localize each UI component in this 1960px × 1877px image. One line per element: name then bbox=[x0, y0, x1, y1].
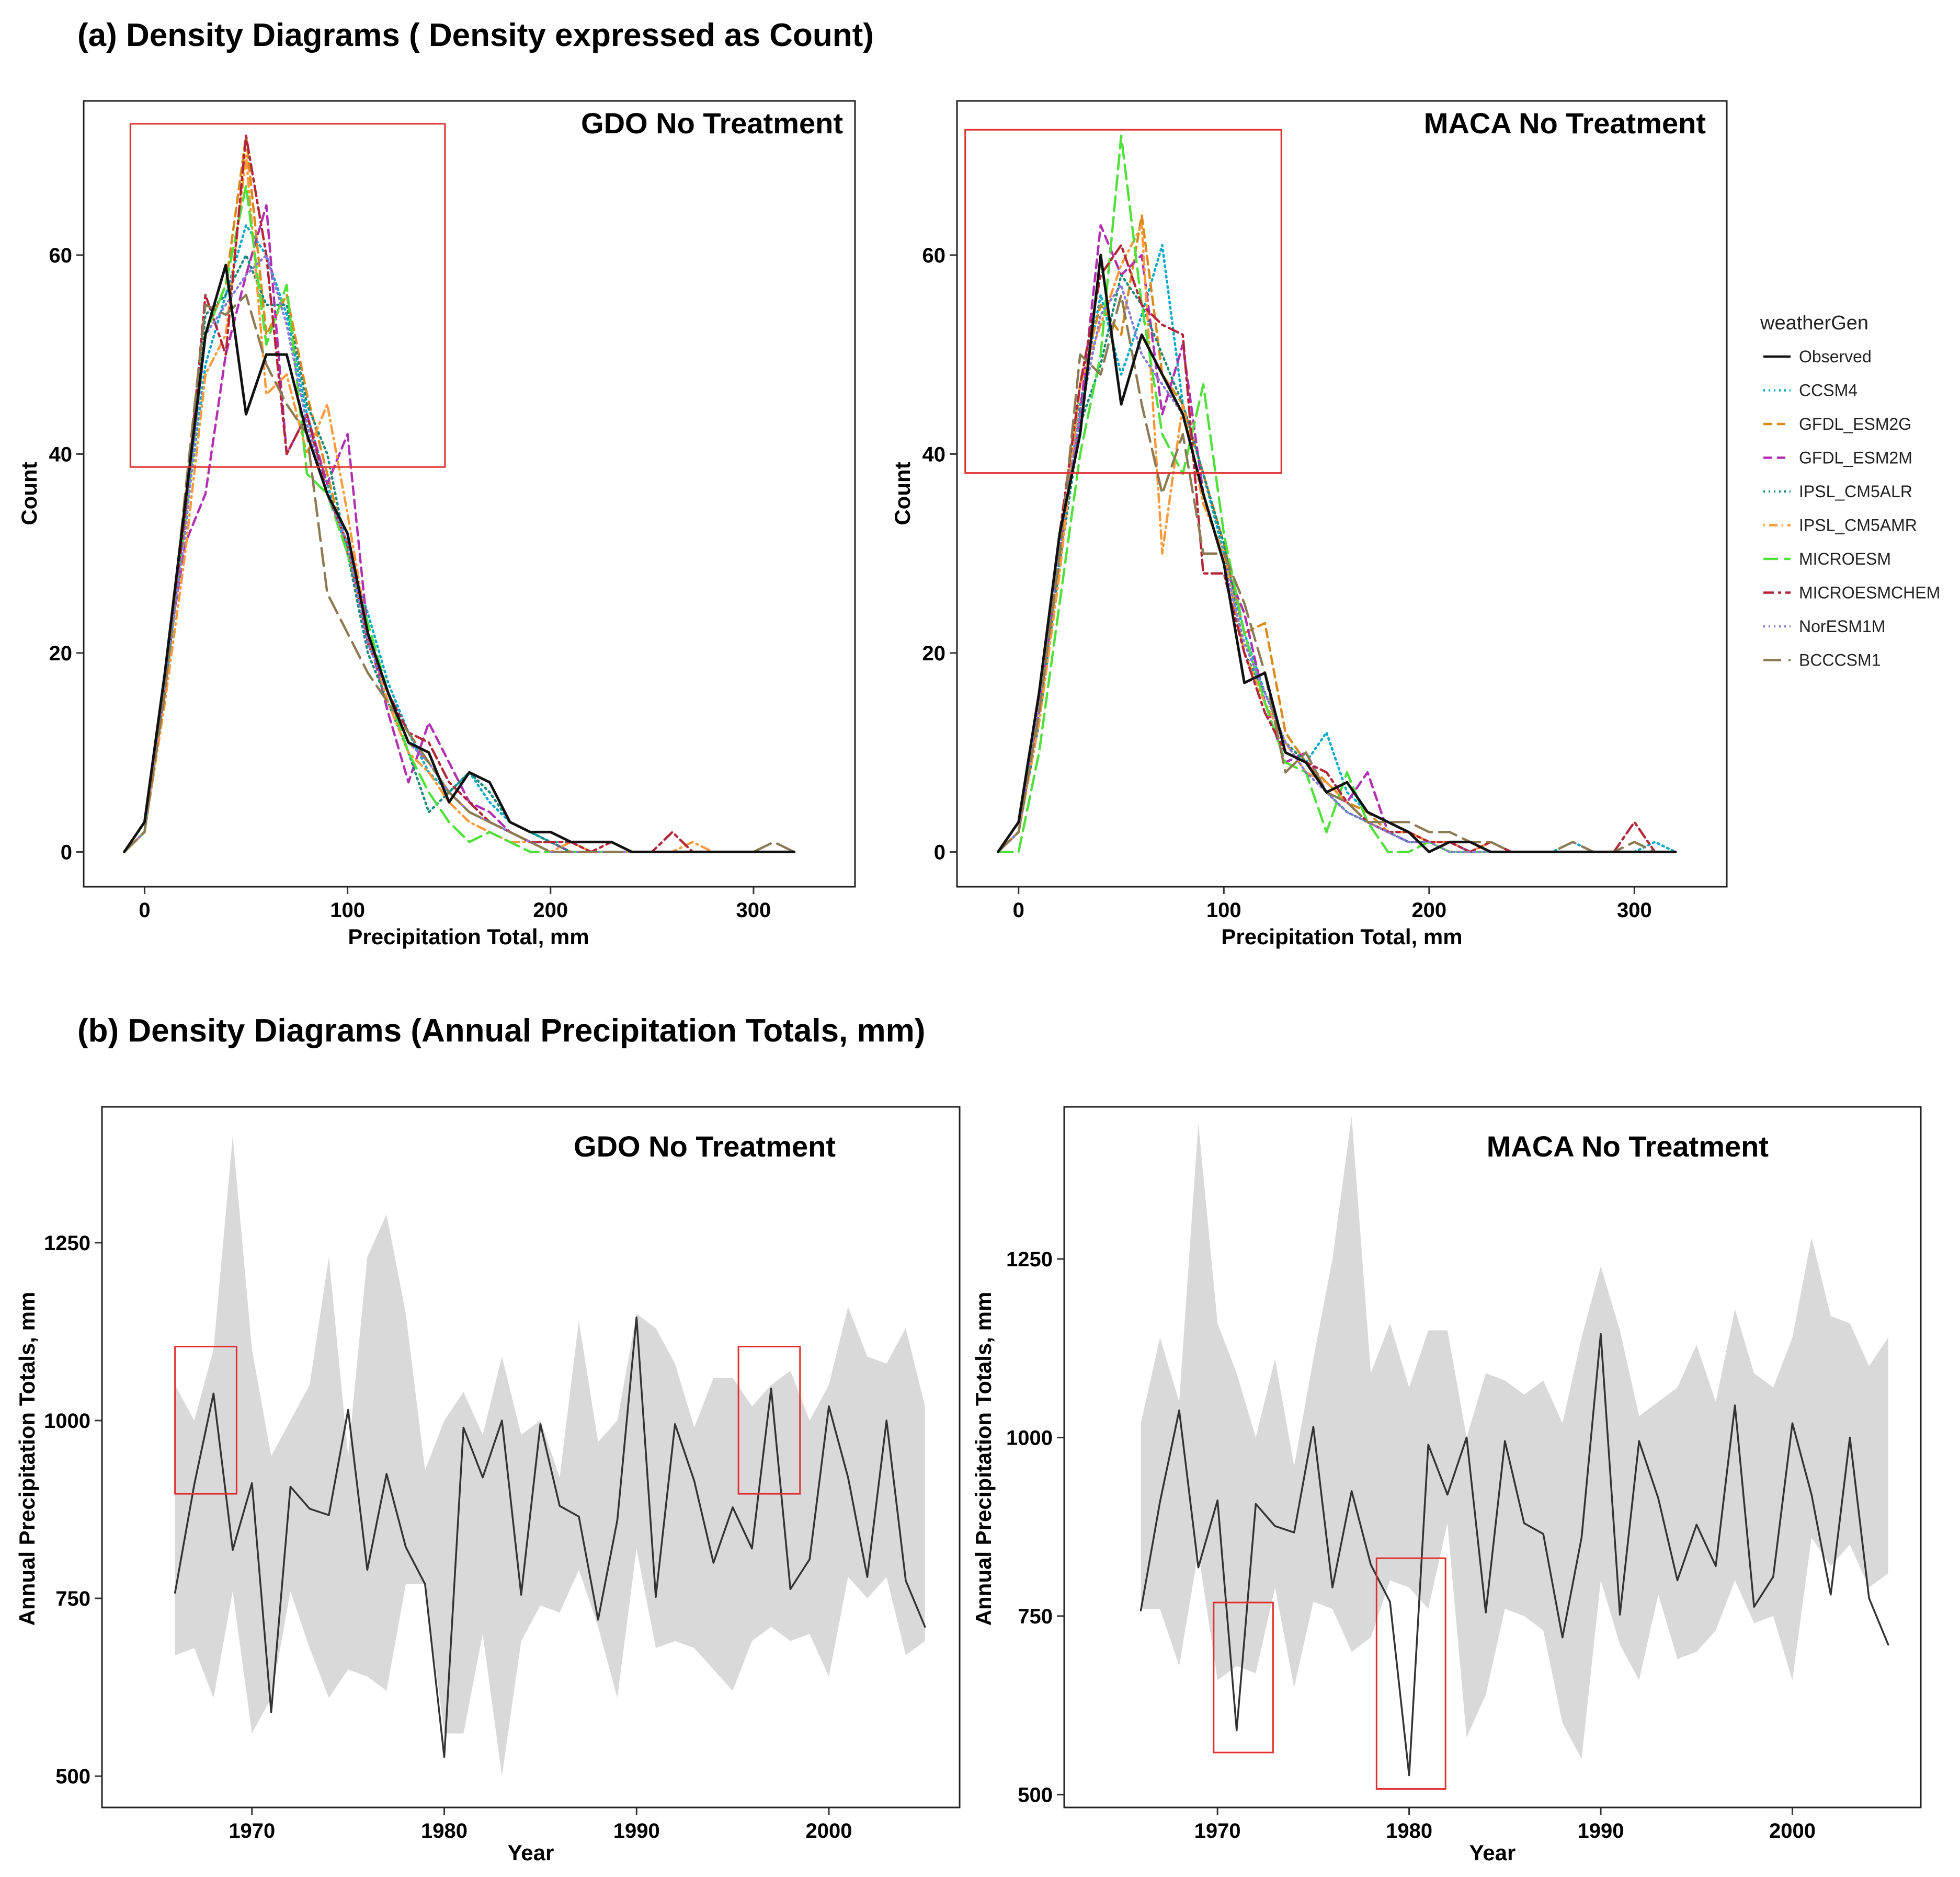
panel-b-maca-annual: 1970 1980 1990 2000 500 750 1000 1250 MACA No T… bbox=[971, 1106, 1922, 1865]
x-tick-label: 300 bbox=[736, 899, 771, 922]
y-tick-label: 40 bbox=[922, 443, 946, 466]
y-tick-label: 1000 bbox=[1006, 1426, 1053, 1449]
y-tick-label: 1250 bbox=[1006, 1248, 1053, 1271]
y-tick-label: 1000 bbox=[44, 1410, 90, 1433]
y-tick-label: 0 bbox=[934, 841, 945, 864]
series-line-ipsl-cm5amr bbox=[997, 224, 1677, 853]
x-tick-label: 2000 bbox=[805, 1819, 852, 1842]
x-tick-label: 100 bbox=[330, 899, 365, 922]
legend-label-microesm: MICROESM bbox=[1799, 550, 1891, 568]
legend-label-ipsl-cm5alr: IPSL_CM5ALR bbox=[1799, 482, 1912, 501]
highlight-box-2 bbox=[1375, 1557, 1446, 1790]
legend-label-gfdl-esm2g: GFDL_ESM2G bbox=[1799, 415, 1911, 433]
plot-area: 0 100 200 300 0 20 40 60 bbox=[922, 129, 1677, 922]
plot-area: 1970 1980 1990 2000 500 750 1000 1250 bbox=[44, 1136, 926, 1842]
legend-label-gfdl-esm2m: GFDL_ESM2M bbox=[1799, 449, 1912, 467]
panel-frame bbox=[83, 100, 856, 888]
y-axis-label: Count bbox=[17, 462, 41, 525]
highlight-box-1 bbox=[1213, 1601, 1274, 1754]
highlight-box-1 bbox=[964, 129, 1282, 474]
y-tick-label: 500 bbox=[1018, 1783, 1053, 1806]
y-tick-label: 60 bbox=[49, 244, 73, 267]
x-tick-label: 1980 bbox=[421, 1819, 468, 1842]
highlight-box-1 bbox=[174, 1346, 237, 1495]
legend-label-ccsm4: CCSM4 bbox=[1799, 381, 1858, 400]
x-tick-label: 1970 bbox=[1194, 1819, 1241, 1842]
panel-a-gdo-count: 0 100 200 300 0 20 40 60 GDO No Treatment Preci… bbox=[17, 100, 856, 949]
y-axis-label: Annual Precipitation Totals, mm bbox=[971, 1292, 996, 1626]
section-b-title: (b) Density Diagrams (Annual Precipitati… bbox=[77, 1013, 925, 1049]
x-tick-label: 0 bbox=[1013, 899, 1024, 922]
y-tick-label: 60 bbox=[922, 244, 946, 267]
legend-items: Observed CCSM4 GFDL_ESM2G GFDL_ESM2M IPSL_CM… bbox=[1763, 347, 1940, 670]
y-tick-label: 20 bbox=[922, 642, 946, 665]
panel-a-maca-count: 0 100 200 300 0 20 40 60 MACA No Treatment Prec… bbox=[890, 100, 1728, 949]
series-line-observed bbox=[997, 254, 1677, 853]
y-tick-label: 40 bbox=[49, 443, 73, 466]
uncertainty-band bbox=[1141, 1116, 1888, 1759]
legend-label-microesmchem: MICROESMCHEM bbox=[1799, 583, 1940, 602]
panel-frame bbox=[101, 1106, 961, 1809]
y-axis-label: Count bbox=[890, 462, 915, 525]
x-tick-label: 200 bbox=[533, 899, 568, 922]
plot-area: 1970 1980 1990 2000 500 750 1000 1250 bbox=[1006, 1116, 1889, 1842]
panel-b-gdo-annual: 1970 1980 1990 2000 500 750 1000 1250 GDO No Tr… bbox=[15, 1106, 961, 1865]
series-line-observed bbox=[174, 1316, 926, 1758]
legend-title: weatherGen bbox=[1760, 312, 1868, 334]
x-tick-label: 1990 bbox=[1578, 1819, 1624, 1842]
panel-title: GDO No Treatment bbox=[581, 107, 843, 140]
y-tick-label: 0 bbox=[61, 841, 72, 864]
x-tick-label: 200 bbox=[1411, 899, 1446, 922]
plot-area: 0 100 200 300 0 20 40 60 bbox=[49, 123, 796, 922]
x-tick-label: 1970 bbox=[229, 1819, 275, 1842]
series-line-observed bbox=[1139, 1333, 1889, 1777]
panel-title: GDO No Treatment bbox=[574, 1130, 836, 1163]
x-axis-label: Year bbox=[508, 1840, 554, 1865]
highlight-box-2 bbox=[737, 1346, 801, 1495]
panel-title: MACA No Treatment bbox=[1424, 107, 1706, 140]
x-tick-label: 1980 bbox=[1386, 1819, 1432, 1842]
x-axis-label: Precipitation Total, mm bbox=[348, 924, 589, 949]
panel-frame bbox=[1063, 1106, 1922, 1809]
panel-frame bbox=[956, 100, 1728, 888]
legend-label-noresm1m: NorESM1M bbox=[1799, 617, 1885, 636]
x-tick-label: 0 bbox=[139, 899, 150, 922]
y-tick-label: 750 bbox=[1018, 1605, 1053, 1628]
y-tick-label: 750 bbox=[55, 1587, 90, 1610]
panel-title: MACA No Treatment bbox=[1487, 1130, 1769, 1163]
y-tick-label: 1250 bbox=[44, 1232, 90, 1255]
x-tick-label: 100 bbox=[1206, 899, 1241, 922]
y-axis-label: Annual Precipitation Totals, mm bbox=[15, 1292, 39, 1626]
legend-label-ipsl-cm5amr: IPSL_CM5AMR bbox=[1799, 516, 1917, 535]
x-tick-label: 1990 bbox=[613, 1819, 660, 1842]
x-tick-label: 2000 bbox=[1769, 1819, 1816, 1842]
highlight-box-1 bbox=[129, 123, 446, 468]
legend-label-observed: Observed bbox=[1799, 347, 1872, 366]
x-axis-label: Year bbox=[1469, 1840, 1516, 1865]
y-tick-label: 500 bbox=[55, 1765, 90, 1788]
x-axis-label: Precipitation Total, mm bbox=[1221, 924, 1462, 949]
y-tick-label: 20 bbox=[49, 642, 73, 665]
series-line-microesmchem bbox=[123, 134, 795, 853]
series-line-observed bbox=[123, 264, 796, 853]
x-tick-label: 300 bbox=[1617, 899, 1652, 922]
section-a-title: (a) Density Diagrams ( Density expressed… bbox=[77, 17, 874, 53]
legend: weatherGen Observed CCSM4 GFDL_ESM2G GFDL_E… bbox=[1760, 312, 1940, 670]
uncertainty-band bbox=[175, 1136, 925, 1777]
legend-label-bcccsm1: BCCCSM1 bbox=[1799, 651, 1881, 670]
